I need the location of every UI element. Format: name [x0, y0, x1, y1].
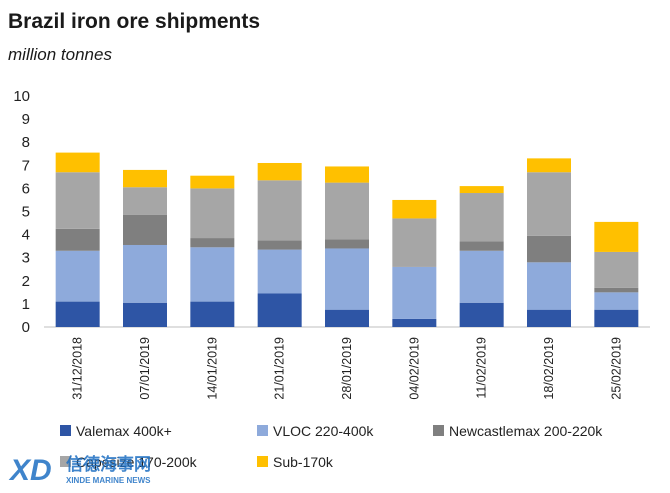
- bar-segment: [527, 309, 571, 327]
- bar-segment: [123, 244, 167, 303]
- bar-segment: [257, 249, 302, 294]
- bar-segment: [325, 309, 369, 327]
- y-tick-label: 3: [22, 250, 30, 267]
- bar-segment: [257, 293, 302, 327]
- legend-label: VLOC 220-400k: [273, 423, 374, 439]
- bar-segment: [123, 302, 167, 327]
- bar-segment: [55, 228, 100, 251]
- bar-segment: [257, 162, 302, 181]
- x-tick-label: 21/01/2019: [273, 337, 287, 400]
- bar-segment: [55, 250, 100, 302]
- bar-segment: [257, 240, 302, 250]
- legend-swatch: [60, 425, 71, 436]
- y-tick-label: 6: [22, 180, 30, 197]
- bar-segment: [123, 187, 167, 215]
- y-tick-label: 10: [13, 88, 30, 105]
- bar-segment: [527, 158, 571, 173]
- x-tick-label: 18/02/2019: [542, 337, 556, 400]
- chart-title: Brazil iron ore shipments: [8, 10, 261, 33]
- y-tick-label: 0: [22, 319, 30, 336]
- x-tick-label: 07/01/2019: [138, 337, 152, 400]
- x-tick-label: 25/02/2019: [609, 337, 623, 400]
- bar-segment: [459, 250, 504, 303]
- bar-segment: [325, 248, 369, 310]
- legend-label: Newcastlemax 200-220k: [449, 423, 603, 439]
- y-tick-label: 9: [22, 111, 30, 128]
- bar-segment: [459, 186, 504, 194]
- bar-segment: [325, 239, 369, 249]
- legend-swatch: [257, 425, 268, 436]
- chart-subtitle: million tonnes: [8, 45, 112, 64]
- bar-segment: [527, 235, 571, 263]
- bar-segment: [190, 238, 235, 248]
- bar-segment: [594, 292, 639, 310]
- watermark-english: XINDE MARINE NEWS: [66, 476, 151, 485]
- bar-segment: [325, 182, 369, 240]
- bar-segment: [190, 175, 235, 189]
- x-tick-label: 28/01/2019: [340, 337, 354, 400]
- bar-segment: [55, 152, 100, 173]
- y-tick-label: 1: [22, 296, 30, 313]
- bar-segment: [459, 302, 504, 327]
- legend-label: Sub-170k: [273, 454, 334, 470]
- bar-segment: [123, 169, 167, 188]
- legend-swatch: [60, 456, 71, 467]
- bar-segment: [594, 287, 639, 293]
- watermark-chinese: 信德海事网: [66, 454, 151, 475]
- bar-segment: [325, 166, 369, 183]
- bar-segment: [392, 199, 437, 219]
- y-tick-label: 4: [22, 227, 30, 244]
- x-tick-label: 11/02/2019: [475, 337, 489, 399]
- bar-segment: [257, 180, 302, 241]
- x-tick-label: 31/12/2018: [71, 337, 85, 400]
- legend-swatch: [433, 425, 444, 436]
- watermark-mark: XD: [8, 454, 52, 487]
- legend-swatch: [257, 456, 268, 467]
- bar-segment: [123, 214, 167, 245]
- y-tick-label: 5: [22, 204, 30, 221]
- x-tick-label: 14/01/2019: [205, 337, 219, 400]
- bar-segment: [190, 301, 235, 327]
- x-tick-label: 04/02/2019: [407, 337, 421, 400]
- bar-segment: [392, 318, 437, 327]
- bar-segment: [594, 221, 639, 252]
- y-tick-label: 2: [22, 273, 30, 290]
- bar-segment: [55, 301, 100, 327]
- bar-segment: [392, 266, 437, 319]
- bar-segment: [527, 172, 571, 236]
- bar-segment: [594, 309, 639, 327]
- bar-segment: [594, 251, 639, 288]
- legend-label: Capesize 170-200k: [76, 454, 198, 470]
- bar-segment: [55, 172, 100, 229]
- bar-segment: [459, 193, 504, 242]
- y-tick-label: 7: [22, 157, 30, 174]
- y-tick-label: 8: [22, 134, 30, 151]
- bar-segment: [190, 247, 235, 302]
- bar-segment: [527, 262, 571, 310]
- legend-label: Valemax 400k+: [76, 423, 172, 439]
- bar-segment: [190, 188, 235, 239]
- bar-segment: [392, 218, 437, 267]
- bar-segment: [459, 241, 504, 251]
